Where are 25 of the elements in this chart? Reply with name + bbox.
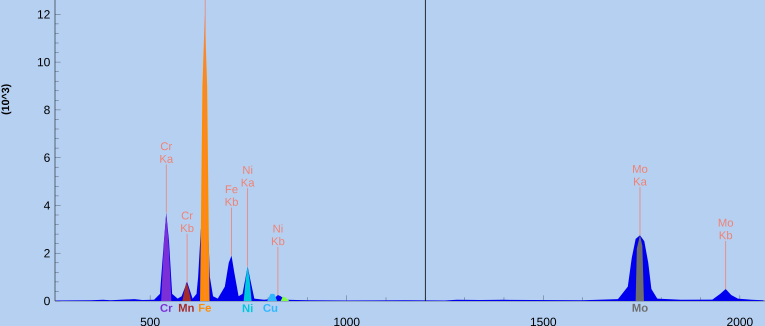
series-label: Fe bbox=[198, 304, 211, 312]
y-tick-label: 8 bbox=[44, 106, 50, 114]
x-tick-label: 1000 bbox=[334, 318, 360, 326]
series-label: Mo bbox=[632, 304, 648, 312]
annotation: Mo Ka bbox=[633, 165, 648, 186]
x-tick-label: 1500 bbox=[530, 318, 556, 326]
y-tick-label: 12 bbox=[38, 10, 50, 19]
x-tick-label: 2000 bbox=[727, 318, 753, 326]
series-label: Ni bbox=[242, 304, 252, 312]
series-label: Mn bbox=[178, 304, 194, 312]
series-label: Cu bbox=[263, 304, 278, 312]
annotation: Mo Kb bbox=[718, 218, 734, 240]
y-tick-label: 2 bbox=[44, 249, 50, 258]
series-label: Cr bbox=[160, 304, 172, 312]
annotation: Fe Kb bbox=[226, 185, 238, 206]
y-tick-label: 4 bbox=[44, 201, 50, 210]
y-tick-label: 10 bbox=[38, 58, 50, 66]
y-tick-label: 0 bbox=[44, 296, 50, 306]
y-tick-label: 6 bbox=[44, 153, 50, 162]
annotation: Ni Ka bbox=[242, 166, 255, 187]
annotation: Cr Ka bbox=[160, 142, 174, 163]
y-axis-title: (10^3) bbox=[1, 84, 12, 114]
x-tick-label: 500 bbox=[140, 318, 160, 326]
annotation: Cr Kb bbox=[181, 212, 194, 232]
annotation: Ni Kb bbox=[272, 224, 284, 246]
